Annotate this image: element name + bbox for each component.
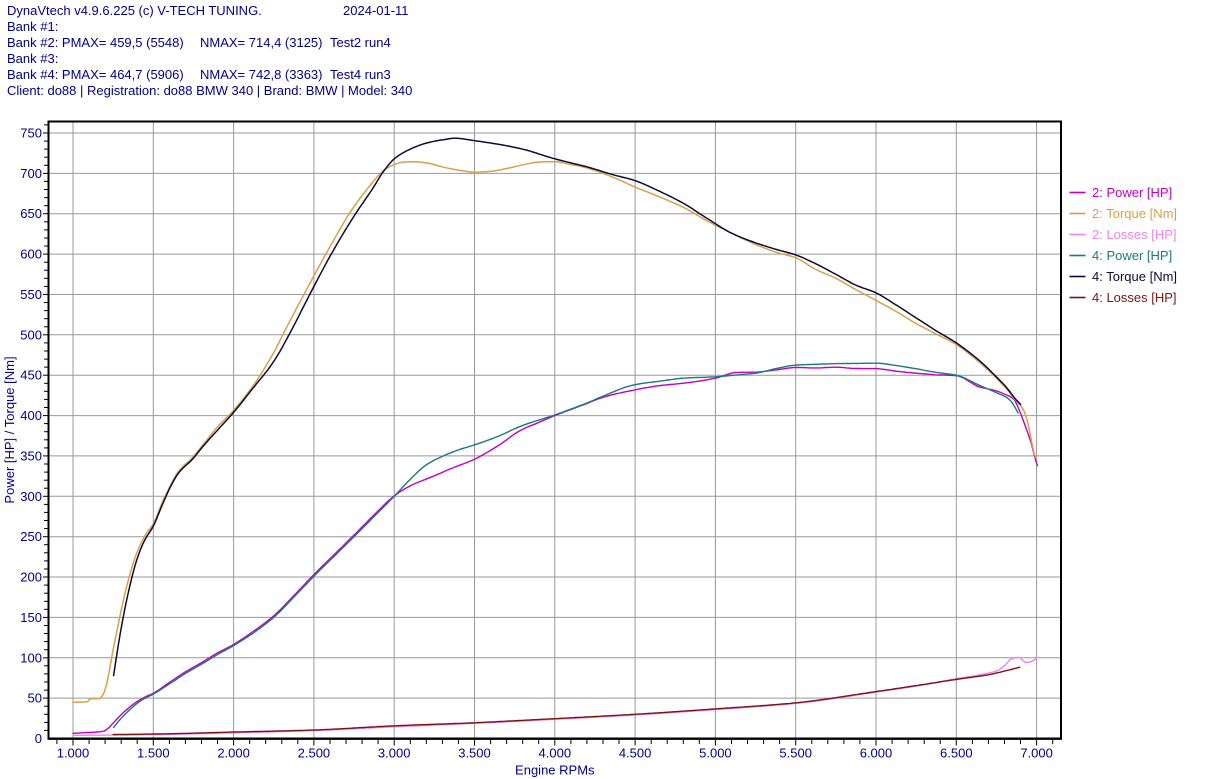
svg-text:2.000: 2.000 — [217, 746, 250, 761]
svg-text:4: Torque [Nm]: 4: Torque [Nm] — [1092, 269, 1177, 284]
svg-text:2: Torque [Nm]: 2: Torque [Nm] — [1092, 206, 1177, 221]
svg-text:300: 300 — [20, 489, 42, 504]
svg-text:6.500: 6.500 — [940, 746, 973, 761]
svg-text:4: Losses [HP]: 4: Losses [HP] — [1092, 290, 1177, 305]
svg-text:200: 200 — [20, 570, 42, 585]
svg-text:2: Losses [HP]: 2: Losses [HP] — [1092, 227, 1177, 242]
svg-text:1.000: 1.000 — [57, 746, 90, 761]
svg-text:250: 250 — [20, 529, 42, 544]
svg-text:7.000: 7.000 — [1020, 746, 1053, 761]
svg-text:2: Power [HP]: 2: Power [HP] — [1092, 185, 1172, 200]
svg-text:4: Power [HP]: 4: Power [HP] — [1092, 248, 1172, 263]
svg-text:700: 700 — [20, 166, 42, 181]
svg-text:450: 450 — [20, 368, 42, 383]
svg-text:5.500: 5.500 — [779, 746, 812, 761]
svg-text:1.500: 1.500 — [137, 746, 170, 761]
svg-text:4.000: 4.000 — [539, 746, 572, 761]
svg-text:2.500: 2.500 — [298, 746, 331, 761]
svg-text:550: 550 — [20, 287, 42, 302]
svg-text:350: 350 — [20, 448, 42, 463]
svg-text:100: 100 — [20, 650, 42, 665]
svg-text:6.000: 6.000 — [860, 746, 893, 761]
svg-text:750: 750 — [20, 126, 42, 141]
svg-text:500: 500 — [20, 327, 42, 342]
svg-text:Power [HP] / Torque [Nm]: Power [HP] / Torque [Nm] — [2, 356, 17, 503]
svg-text:50: 50 — [28, 691, 42, 706]
svg-text:400: 400 — [20, 408, 42, 423]
svg-text:650: 650 — [20, 206, 42, 221]
svg-text:4.500: 4.500 — [619, 746, 652, 761]
svg-text:3.000: 3.000 — [378, 746, 411, 761]
svg-text:150: 150 — [20, 610, 42, 625]
svg-text:0: 0 — [35, 731, 42, 746]
svg-text:3.500: 3.500 — [458, 746, 491, 761]
svg-text:5.000: 5.000 — [699, 746, 732, 761]
svg-text:Engine RPMs: Engine RPMs — [515, 763, 595, 778]
svg-text:600: 600 — [20, 247, 42, 262]
